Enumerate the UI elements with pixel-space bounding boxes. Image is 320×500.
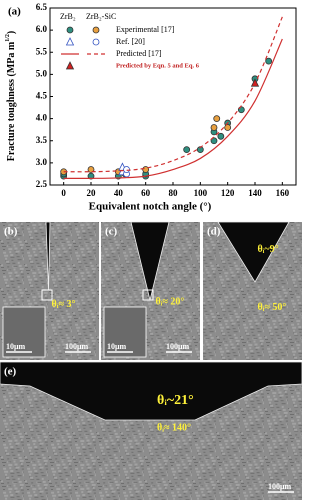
plot-frame — [49, 7, 297, 186]
x-tick-label: 20 — [87, 188, 97, 198]
x-tick-label: 40 — [114, 188, 124, 198]
legend-marker — [66, 26, 74, 34]
y-tick-label: 6.0 — [36, 24, 48, 34]
legend-marker — [92, 38, 100, 46]
panel-label: (e) — [4, 366, 17, 378]
legend-label: Predicted [17] — [116, 49, 162, 58]
inset-image — [2, 306, 46, 358]
angle-annotation: θᵢ≈ 20° — [155, 296, 184, 307]
marker — [87, 166, 95, 173]
y-axis-label: Fracture toughness (MPa m1/2) — [5, 31, 17, 162]
marker — [213, 115, 221, 123]
x-tick-label: 140 — [248, 188, 262, 198]
curve — [63, 38, 283, 179]
notch — [130, 221, 170, 301]
legend-label: Predicted by Eqn. 5 and Eq. 6 — [116, 62, 200, 69]
inset-image — [103, 306, 147, 358]
scale-bar-label: 10μm — [6, 342, 26, 351]
notch — [217, 221, 290, 283]
legend-header: ZrB₂ — [60, 12, 76, 21]
marker — [196, 146, 204, 154]
marker — [123, 166, 130, 173]
marker — [183, 146, 191, 154]
panel-label: (a) — [8, 6, 21, 18]
y-tick-label: 5.5 — [36, 46, 48, 56]
angle-annotation: θᵢ≈ 140° — [157, 423, 191, 434]
y-tick-label: 5.0 — [36, 68, 48, 78]
inset-box — [41, 289, 53, 301]
marker — [87, 172, 95, 180]
x-tick-label: 100 — [194, 188, 208, 198]
x-tick-label: 0 — [61, 188, 66, 198]
angle-annotation: θᵢ~9° — [257, 244, 278, 255]
y-tick-label: 4.5 — [36, 91, 48, 101]
x-tick-label: 60 — [141, 188, 151, 198]
y-axis-label-sup: 1/2 — [5, 34, 11, 42]
scale-bar-label: 100μm — [268, 482, 292, 491]
y-axis-label-text: Fracture toughness (MPa m — [6, 41, 17, 161]
scale-bar-label: 100μm — [65, 342, 89, 351]
marker — [217, 132, 225, 140]
scale-bar-label: 10μm — [107, 342, 127, 351]
y-tick-label: 3.5 — [36, 135, 48, 145]
panel-label: (c) — [105, 226, 118, 238]
x-axis-label: Equivalent notch angle (°) — [89, 201, 212, 213]
notch — [0, 361, 302, 421]
legend-marker — [65, 61, 75, 70]
x-tick-label: 160 — [276, 188, 290, 198]
marker — [210, 137, 218, 145]
legend-label: Ref. [20] — [116, 37, 145, 46]
y-axis-label-end: ) — [6, 31, 17, 34]
y-tick-label: 4.0 — [36, 113, 48, 123]
marker — [224, 124, 232, 131]
y-tick-label: 2.5 — [36, 179, 48, 189]
angle-annotation: θᵢ≈ 3° — [51, 299, 75, 310]
marker — [265, 57, 273, 65]
y-tick-label: 6.5 — [36, 2, 48, 12]
angle-annotation: θᵢ≈ 50° — [257, 302, 286, 313]
notch — [45, 221, 51, 291]
legend-marker — [92, 26, 100, 34]
scale-bar-label: 100μm — [166, 342, 190, 351]
x-tick-label: 120 — [221, 188, 235, 198]
panel-label: (d) — [207, 226, 221, 238]
legend-marker — [65, 37, 75, 46]
inset-box — [142, 289, 154, 301]
legend-header: ZrB₂-SiC — [86, 12, 116, 21]
legend-label: Experimental [17] — [116, 25, 175, 34]
marker — [210, 124, 218, 131]
curve — [63, 16, 283, 173]
y-tick-label: 3.0 — [36, 157, 48, 167]
x-tick-label: 80 — [169, 188, 179, 198]
panel-label: (b) — [4, 226, 18, 238]
marker — [250, 78, 260, 87]
figure: (a) Equivalent notch angle (°) Fracture … — [0, 2, 302, 500]
angle-annotation: θᵢ~21° — [157, 393, 194, 408]
